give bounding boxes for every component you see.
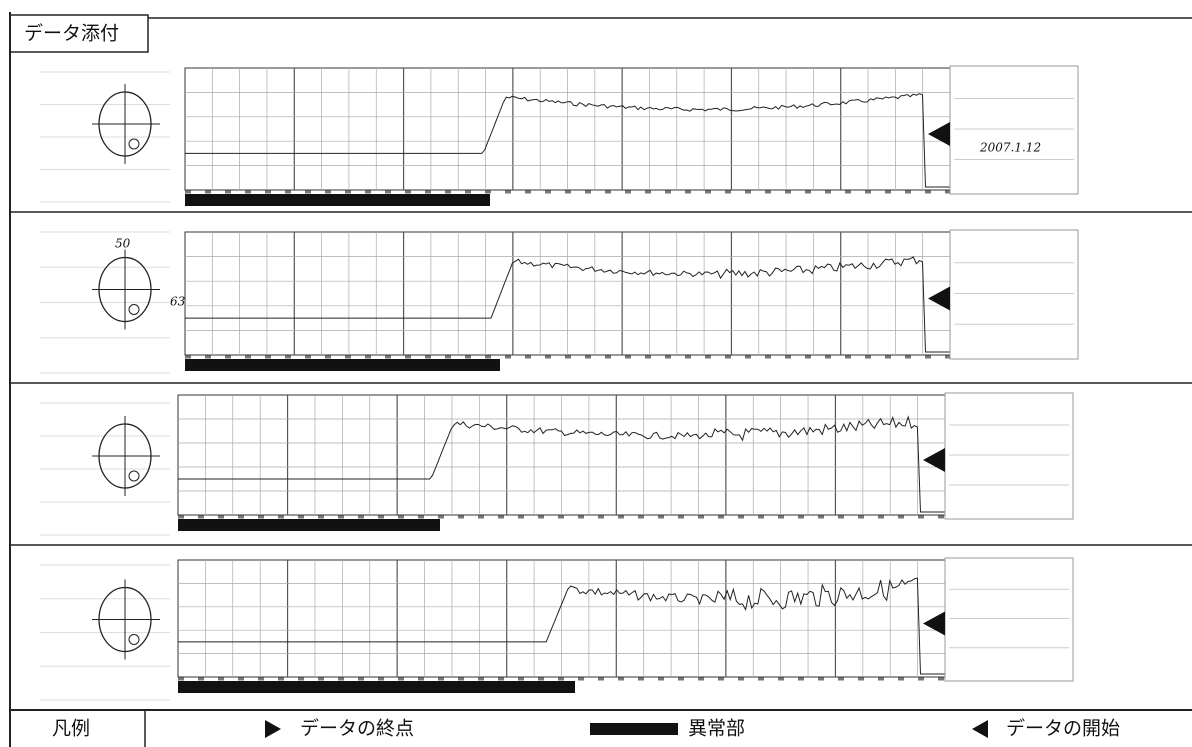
legend-item: データの終点 xyxy=(300,718,414,740)
handwritten-note: 2007.1.12 xyxy=(979,141,1041,155)
page: データ添付 2007.1.12 50 63 凡例 データの終点 異常部 データの開始 xyxy=(0,0,1192,747)
legend-item: 異常部 xyxy=(688,718,745,740)
legend-item: データの開始 xyxy=(1006,718,1120,740)
legend-label: 凡例 xyxy=(52,718,90,740)
abnormal-icon xyxy=(590,723,678,735)
abnormal-bar xyxy=(185,194,490,206)
abnormal-bar xyxy=(178,681,575,693)
header-title: データ添付 xyxy=(24,23,119,45)
abnormal-bar xyxy=(185,359,500,371)
background xyxy=(0,0,1192,747)
abnormal-bar xyxy=(178,519,440,531)
handwritten-note: 50 xyxy=(115,237,131,251)
handwritten-note: 63 xyxy=(170,295,186,309)
